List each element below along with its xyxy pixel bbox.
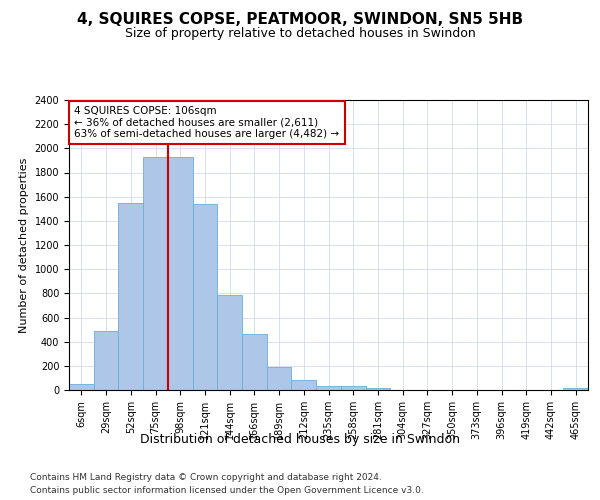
Bar bbox=[365, 388, 390, 390]
Bar bbox=[143, 157, 168, 390]
Text: Contains public sector information licensed under the Open Government Licence v3: Contains public sector information licen… bbox=[30, 486, 424, 495]
Y-axis label: Number of detached properties: Number of detached properties bbox=[19, 158, 29, 332]
Bar bbox=[292, 380, 316, 390]
Text: Contains HM Land Registry data © Crown copyright and database right 2024.: Contains HM Land Registry data © Crown c… bbox=[30, 472, 382, 482]
Text: Size of property relative to detached houses in Swindon: Size of property relative to detached ho… bbox=[125, 28, 475, 40]
Bar bbox=[341, 386, 365, 390]
Bar bbox=[563, 388, 588, 390]
Bar bbox=[69, 384, 94, 390]
Bar bbox=[94, 331, 118, 390]
Bar bbox=[217, 294, 242, 390]
Bar bbox=[242, 334, 267, 390]
Bar bbox=[316, 386, 341, 390]
Bar bbox=[267, 367, 292, 390]
Bar bbox=[168, 157, 193, 390]
Text: Distribution of detached houses by size in Swindon: Distribution of detached houses by size … bbox=[140, 432, 460, 446]
Bar bbox=[118, 202, 143, 390]
Text: 4 SQUIRES COPSE: 106sqm
← 36% of detached houses are smaller (2,611)
63% of semi: 4 SQUIRES COPSE: 106sqm ← 36% of detache… bbox=[74, 106, 340, 139]
Bar bbox=[193, 204, 217, 390]
Text: 4, SQUIRES COPSE, PEATMOOR, SWINDON, SN5 5HB: 4, SQUIRES COPSE, PEATMOOR, SWINDON, SN5… bbox=[77, 12, 523, 28]
